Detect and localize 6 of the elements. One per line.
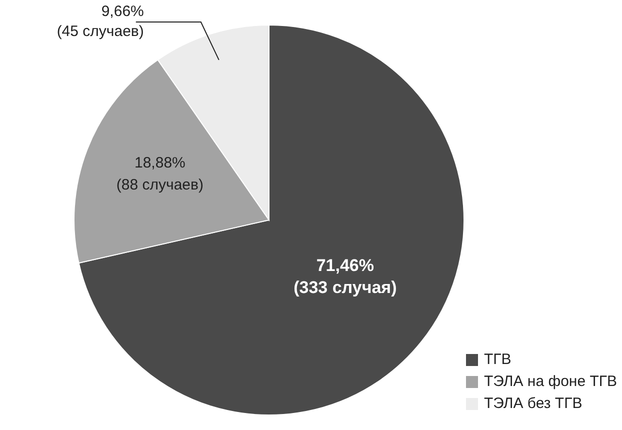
legend-label: ТЭЛА на фоне ТГВ [484,372,617,392]
data-label: 18,88% (88 случаев) [116,154,204,194]
legend-label: ТЭЛА без ТГВ [484,394,582,414]
data-label: 9,66% (45 случаев) [56,3,144,40]
legend-label: ТГВ [484,350,512,370]
data-label: 71,46% (333 случая) [294,256,397,297]
